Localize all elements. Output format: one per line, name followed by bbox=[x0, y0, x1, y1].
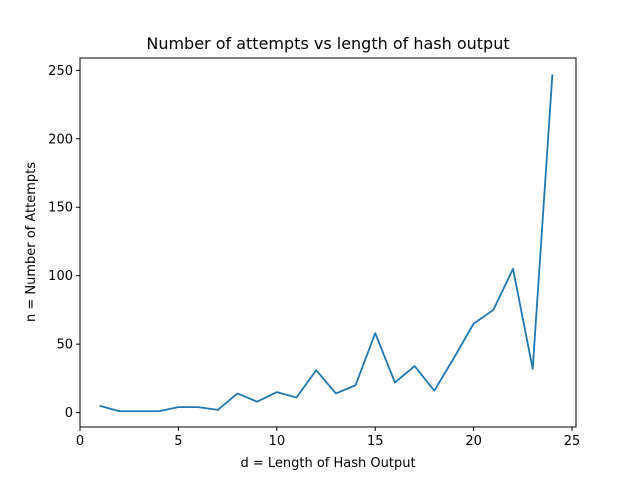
x-axis-label: d = Length of Hash Output bbox=[240, 456, 415, 471]
x-axis: 0 5 10 15 20 25 bbox=[76, 427, 580, 449]
series-line-0 bbox=[99, 74, 554, 413]
x-tick-label: 20 bbox=[465, 434, 482, 449]
plot-frame bbox=[79, 57, 577, 428]
x-tick-label: 5 bbox=[174, 434, 182, 449]
y-tick-label: 150 bbox=[48, 201, 73, 216]
y-tick-label: 100 bbox=[48, 269, 73, 284]
y-tick-label: 50 bbox=[56, 338, 73, 353]
y-axis-label: n = Number of Attempts bbox=[24, 162, 39, 322]
y-tick-label: 250 bbox=[48, 64, 73, 79]
y-tick-label: 200 bbox=[48, 132, 73, 147]
chart-title: Number of attempts vs length of hash out… bbox=[146, 34, 509, 53]
series-layer bbox=[99, 74, 554, 413]
y-axis: 0 50 100 150 200 250 bbox=[48, 64, 80, 421]
x-tick-label: 15 bbox=[367, 434, 384, 449]
y-tick-label: 0 bbox=[65, 406, 73, 421]
x-tick-label: 10 bbox=[269, 434, 286, 449]
x-tick-label: 25 bbox=[564, 434, 581, 449]
x-tick-label: 0 bbox=[76, 434, 84, 449]
